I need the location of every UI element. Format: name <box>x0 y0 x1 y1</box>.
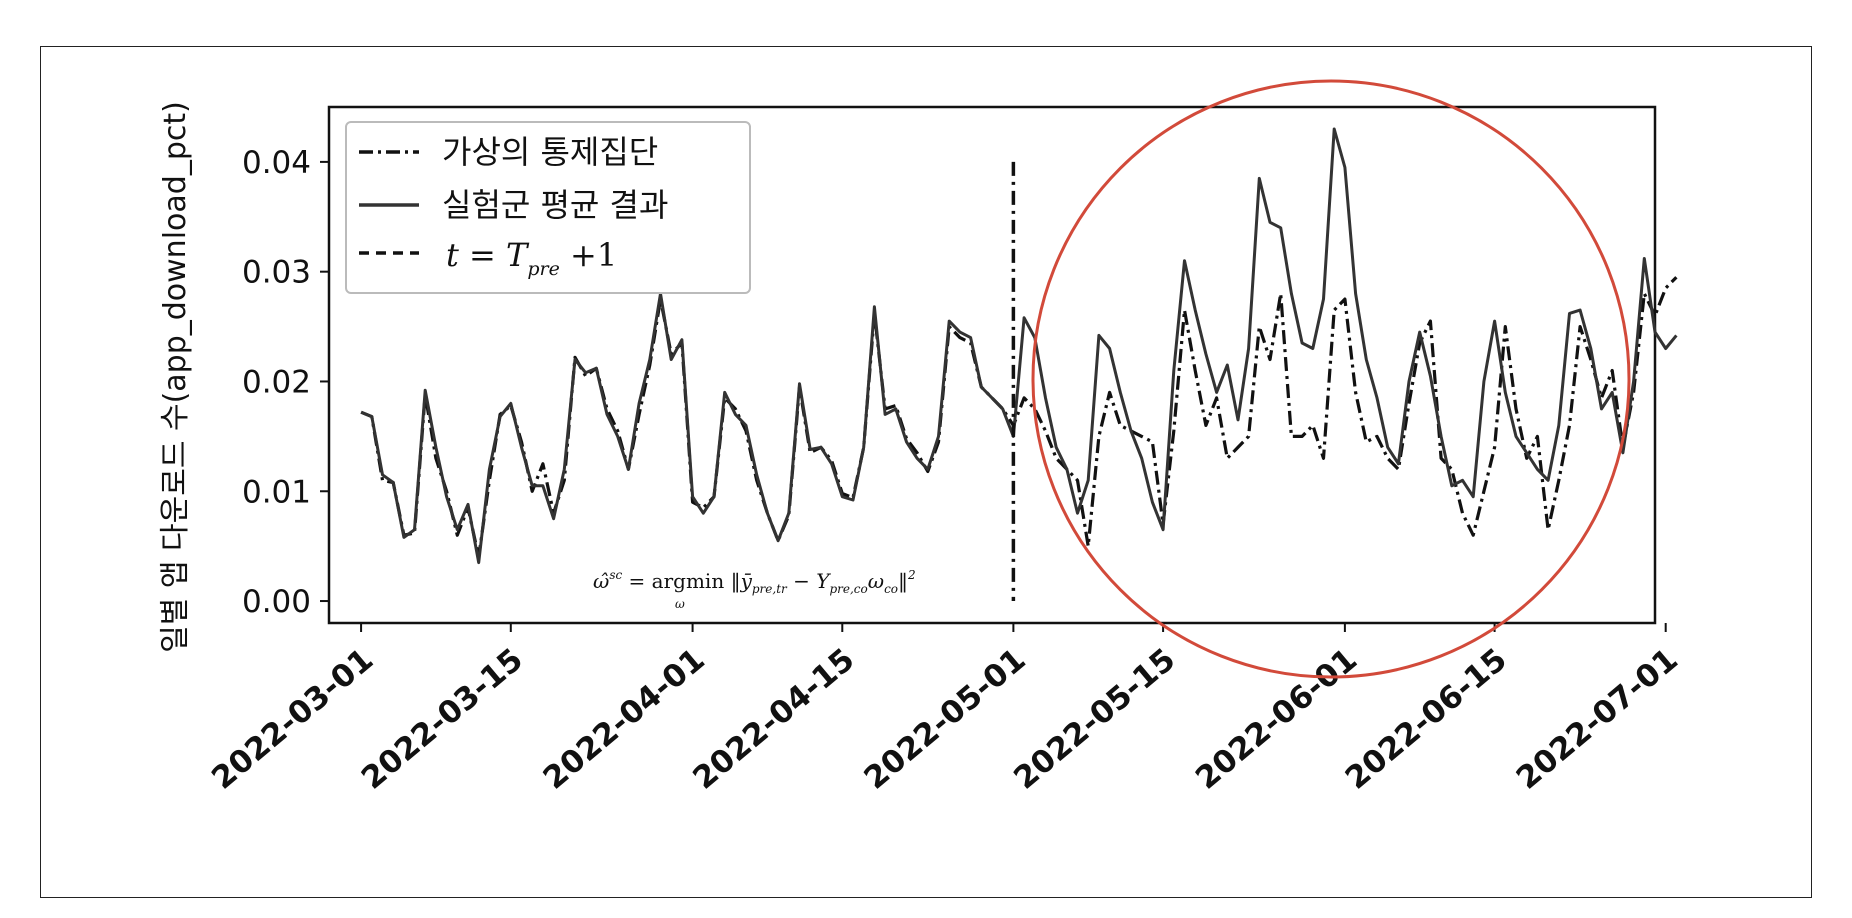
legend-label-treatment-time: t = Tpre +1 <box>446 236 617 280</box>
x-tick-label: 2022-03-15 <box>355 642 530 797</box>
y-axis: 0.00 0.01 0.02 0.03 0.04 <box>242 145 329 620</box>
series-line-treated-average <box>360 127 1678 565</box>
x-tick-label: 2022-06-01 <box>1189 642 1364 797</box>
optimization-annotation: ω̂sc = argmin ‖ȳpre,tr − Ypre,coωco‖2 <box>593 568 916 596</box>
y-tick-label: 0.02 <box>242 364 311 400</box>
legend: 가상의 통제집단 실험군 평균 결과 t = Tpre +1 <box>345 121 751 294</box>
x-tick-label: 2022-07-01 <box>1510 642 1685 797</box>
legend-box <box>345 121 751 294</box>
y-tick-label: 0.00 <box>242 584 311 620</box>
x-tick-label: 2022-04-15 <box>686 642 861 797</box>
x-tick-label: 2022-05-15 <box>1007 642 1182 797</box>
x-tick-label: 2022-04-01 <box>537 642 712 797</box>
x-tick-label: 2022-06-15 <box>1339 642 1514 797</box>
y-axis-label: 일별 앱 다운로드 수(app_download_pct) <box>158 101 193 653</box>
x-tick-label: 2022-05-01 <box>857 642 1032 797</box>
x-tick-label: 2022-03-01 <box>205 642 380 797</box>
legend-label-synthetic: 가상의 통제집단 <box>442 133 658 171</box>
post-treatment-highlight-circle <box>1031 79 1631 679</box>
optimization-annotation-subscript: ω <box>675 597 685 611</box>
series-layer <box>360 127 1678 565</box>
figure-frame <box>40 46 1812 898</box>
y-tick-label: 0.04 <box>242 145 311 181</box>
axes-frame <box>327 105 1657 625</box>
y-tick-label: 0.01 <box>242 474 311 510</box>
y-tick-label: 0.03 <box>242 255 311 291</box>
legend-label-treated: 실험군 평균 결과 <box>442 186 668 224</box>
plot-area <box>327 105 1657 625</box>
